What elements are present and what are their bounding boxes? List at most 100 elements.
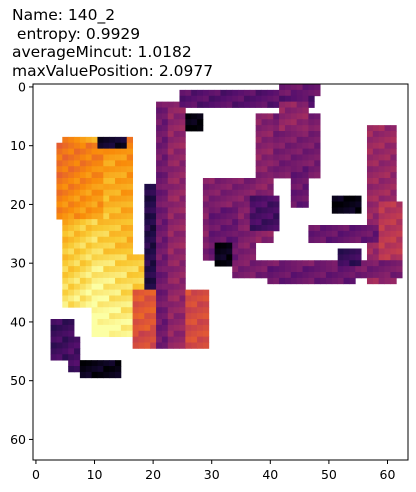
x-tick-label: 0 (32, 467, 40, 482)
title-line-max-value-position: maxValuePosition: 2.0977 (12, 61, 214, 80)
heatmap-cell (396, 254, 403, 261)
heatmap-cell (126, 283, 134, 291)
heatmap-cell (85, 183, 92, 191)
heatmap-cell (214, 254, 221, 261)
heatmap-cell (255, 142, 262, 150)
heatmap-cell (314, 148, 321, 155)
heatmap-cell (62, 277, 69, 285)
heatmap-cell (97, 154, 104, 161)
y-tick-label: 20 (10, 197, 26, 212)
heatmap-cell (167, 136, 175, 144)
heatmap-cell (296, 101, 303, 108)
heatmap-cell (197, 319, 204, 326)
heatmap-cell (349, 248, 356, 255)
heatmap-cell (103, 272, 110, 279)
heatmap-cell (120, 142, 128, 150)
heatmap-cell (138, 301, 145, 308)
heatmap-cell (226, 101, 233, 108)
heatmap-cell (232, 89, 239, 97)
heatmap-cell (79, 142, 87, 150)
heatmap-cell (156, 242, 163, 249)
heatmap-cell (115, 172, 122, 179)
heatmap-cell (91, 366, 98, 373)
heatmap-cell (115, 254, 122, 261)
heatmap-cell (167, 172, 175, 179)
heatmap-cell (74, 230, 81, 238)
heatmap-cell (372, 277, 380, 285)
heatmap-cell (249, 95, 257, 103)
heatmap-cell (302, 119, 309, 126)
heatmap-cell (109, 201, 116, 208)
heatmap-cell (62, 330, 69, 338)
heatmap-cell (179, 95, 186, 103)
heatmap-cell (74, 301, 81, 308)
heatmap-cell (120, 248, 128, 255)
heatmap-cell (232, 272, 239, 279)
heatmap-cell (126, 277, 134, 285)
heatmap-cell (68, 336, 75, 343)
heatmap-cell (185, 119, 192, 126)
heatmap-cell (144, 225, 151, 232)
heatmap-cell (85, 254, 92, 261)
heatmap-cell (214, 230, 221, 238)
heatmap-cell (161, 248, 169, 255)
heatmap-cell (85, 295, 92, 302)
heatmap-cell (290, 172, 298, 179)
heatmap-cell (156, 119, 163, 126)
heatmap-cell (156, 195, 163, 202)
heatmap-cell (261, 230, 268, 238)
heatmap-cell (325, 230, 333, 238)
heatmap-cell (56, 189, 63, 197)
heatmap-cell (132, 330, 139, 338)
heatmap-cell (144, 324, 151, 332)
heatmap-cell (132, 260, 139, 267)
heatmap-cell (115, 324, 122, 332)
heatmap-cell (238, 213, 245, 220)
heatmap-cell (156, 178, 163, 185)
heatmap-cell (156, 336, 163, 343)
heatmap-cell (97, 201, 104, 208)
heatmap-cell (202, 178, 210, 185)
heatmap-cell (267, 166, 274, 173)
heatmap-cell (109, 295, 116, 302)
heatmap-cell (372, 254, 380, 261)
heatmap-cell (97, 195, 104, 202)
heatmap-cell (314, 272, 321, 279)
heatmap-cell (144, 201, 151, 208)
heatmap-cell (103, 219, 110, 226)
heatmap-cell (220, 95, 227, 103)
heatmap-cell (126, 313, 134, 320)
heatmap-cell (302, 148, 309, 155)
heatmap-cell (103, 248, 110, 255)
heatmap-cell (74, 277, 81, 285)
heatmap-cell (372, 142, 380, 150)
heatmap-cell (156, 301, 163, 308)
heatmap-cell (138, 324, 145, 332)
heatmap-cell (173, 225, 180, 232)
heatmap-cell (261, 119, 268, 126)
heatmap-cell (331, 236, 339, 244)
heatmap-cell (161, 213, 169, 220)
heatmap-cell (290, 154, 298, 161)
heatmap-cell (355, 195, 362, 202)
heatmap-cell (156, 183, 163, 191)
heatmap-cell (208, 101, 216, 108)
heatmap-cell (156, 189, 163, 197)
heatmap-cell (156, 166, 163, 173)
heatmap-cell (255, 260, 262, 267)
heatmap-cell (68, 172, 75, 179)
heatmap-cell (343, 236, 350, 244)
heatmap-cell (120, 272, 128, 279)
heatmap-cell (396, 242, 403, 249)
heatmap-cell (167, 160, 175, 167)
heatmap-cell (161, 119, 169, 126)
heatmap-cell (173, 248, 180, 255)
heatmap-cell (161, 230, 169, 238)
heatmap-cell (103, 178, 110, 185)
heatmap-cell (126, 248, 134, 255)
heatmap-cell (372, 178, 380, 185)
heatmap-cell (279, 277, 286, 285)
heatmap-cell (173, 183, 180, 191)
heatmap-cell (220, 89, 227, 97)
heatmap-cell (232, 219, 239, 226)
